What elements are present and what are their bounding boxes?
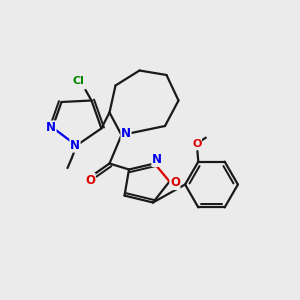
Text: N: N [46, 121, 56, 134]
Text: O: O [85, 173, 95, 187]
Text: O: O [170, 176, 180, 190]
Text: N: N [121, 127, 131, 140]
Text: N: N [152, 153, 162, 167]
Text: N: N [70, 139, 80, 152]
Text: Cl: Cl [72, 76, 84, 86]
Text: O: O [192, 139, 202, 148]
